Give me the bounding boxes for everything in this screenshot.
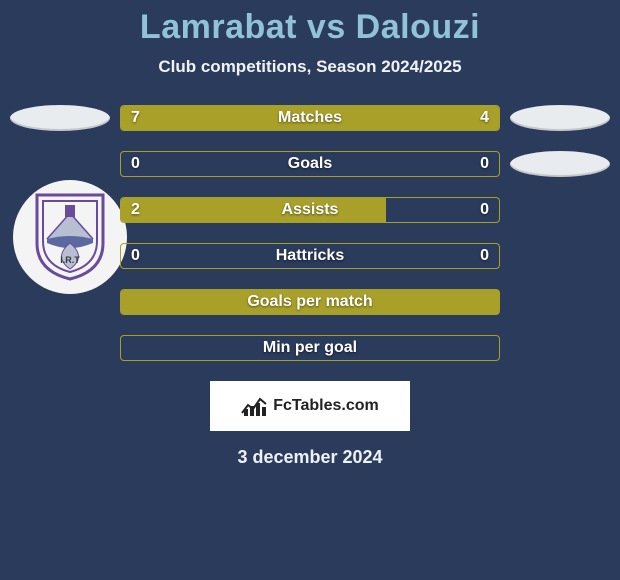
stat-bar: 20Assists bbox=[120, 197, 500, 223]
row-right-slot bbox=[500, 197, 620, 223]
stat-label: Goals bbox=[121, 152, 499, 176]
date-text: 3 december 2024 bbox=[0, 447, 620, 468]
stat-label: Min per goal bbox=[121, 336, 499, 360]
comparison-infographic: Lamrabat vs Dalouzi Club competitions, S… bbox=[0, 0, 620, 580]
row-left-slot bbox=[0, 105, 120, 131]
row-right-slot bbox=[500, 105, 620, 131]
brand-text: FcTables.com bbox=[273, 397, 379, 415]
crest-circle: I.R.T bbox=[13, 180, 127, 294]
stat-left-value: 0 bbox=[131, 152, 140, 176]
stat-right-value: 0 bbox=[480, 198, 489, 222]
stat-bar-left-fill bbox=[121, 290, 499, 314]
stat-left-value: 7 bbox=[131, 106, 140, 130]
stat-bar-left-fill bbox=[121, 198, 386, 222]
stat-label: Hattricks bbox=[121, 244, 499, 268]
row-right-slot bbox=[500, 243, 620, 269]
stat-bar: 0 0Goals bbox=[120, 151, 500, 177]
stat-bar: Min per goal bbox=[120, 335, 500, 361]
stat-bar-right-fill bbox=[333, 106, 499, 130]
comparison-row: 74Matches bbox=[0, 105, 620, 131]
stat-bar: 74Matches bbox=[120, 105, 500, 131]
player-left-crest: I.R.T bbox=[10, 180, 130, 294]
page-title: Lamrabat vs Dalouzi bbox=[0, 8, 620, 47]
stat-bar: 0 0Hattricks bbox=[120, 243, 500, 269]
stat-left-value: 0 bbox=[131, 244, 140, 268]
stat-right-value: 0 bbox=[480, 244, 489, 268]
stat-right-value: 4 bbox=[480, 106, 489, 130]
stat-right-value: 0 bbox=[480, 152, 489, 176]
row-right-slot bbox=[500, 151, 620, 177]
stat-left-value: 2 bbox=[131, 198, 140, 222]
stat-bar-left-fill bbox=[121, 106, 333, 130]
brand-chart-icon bbox=[241, 395, 267, 417]
comparison-row: Min per goal bbox=[0, 335, 620, 361]
brand-card: FcTables.com bbox=[210, 381, 410, 431]
page-subtitle: Club competitions, Season 2024/2025 bbox=[0, 57, 620, 77]
row-right-slot bbox=[500, 289, 620, 315]
row-left-slot bbox=[0, 335, 120, 361]
row-left-slot bbox=[0, 151, 120, 177]
player-left-marker bbox=[10, 105, 110, 131]
player-right-marker bbox=[510, 105, 610, 131]
row-right-slot bbox=[500, 335, 620, 361]
crest-shield-icon: I.R.T bbox=[33, 193, 107, 281]
player-right-marker bbox=[510, 151, 610, 177]
comparison-row: 0 0Goals bbox=[0, 151, 620, 177]
svg-text:I.R.T: I.R.T bbox=[60, 255, 80, 265]
stat-bar: Goals per match bbox=[120, 289, 500, 315]
